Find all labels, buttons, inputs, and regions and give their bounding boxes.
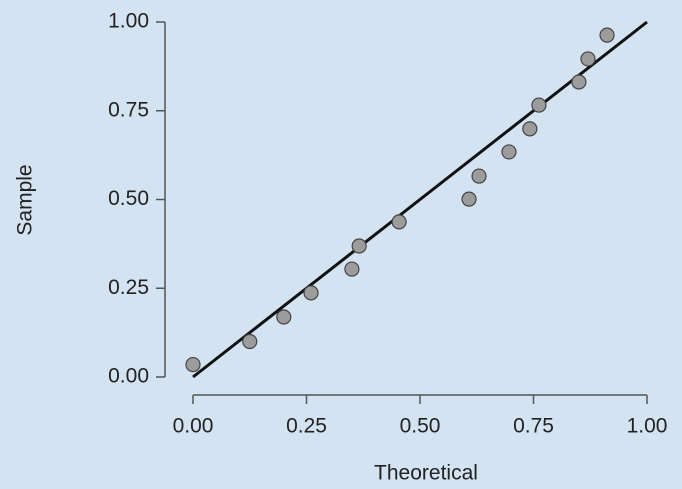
point: [472, 169, 486, 183]
y-tick-label: 0.50: [108, 187, 149, 210]
x-tick-label: 0.50: [400, 415, 441, 438]
point: [392, 215, 406, 229]
point: [186, 358, 200, 372]
point: [243, 335, 257, 349]
y-tick-label: 1.00: [108, 10, 149, 33]
point: [572, 75, 586, 89]
x-axis-label: Theoretical: [374, 462, 478, 485]
x-tick-label: 0.75: [513, 415, 554, 438]
point: [532, 98, 546, 112]
chart: Theoretical Sample 0.00 0.25 0.50 0.75 1.00 0…: [0, 0, 682, 489]
y-tick-label: 0.25: [108, 276, 149, 299]
point: [352, 239, 366, 253]
page: {"chart_data": {"type": "scatter", "x_la…: [0, 0, 682, 489]
point: [277, 310, 291, 324]
point: [304, 286, 318, 300]
point: [462, 192, 476, 206]
point: [600, 28, 614, 42]
y-axis-label: Sample: [14, 164, 37, 235]
point: [502, 145, 516, 159]
point: [581, 52, 595, 66]
point: [345, 262, 359, 276]
y-tick-label: 0.75: [108, 98, 149, 121]
x-tick-label: 1.00: [627, 415, 668, 438]
x-tick-label: 0.00: [173, 415, 214, 438]
point: [523, 122, 537, 136]
x-tick-label: 0.25: [286, 415, 327, 438]
y-tick-label: 0.00: [108, 365, 149, 388]
